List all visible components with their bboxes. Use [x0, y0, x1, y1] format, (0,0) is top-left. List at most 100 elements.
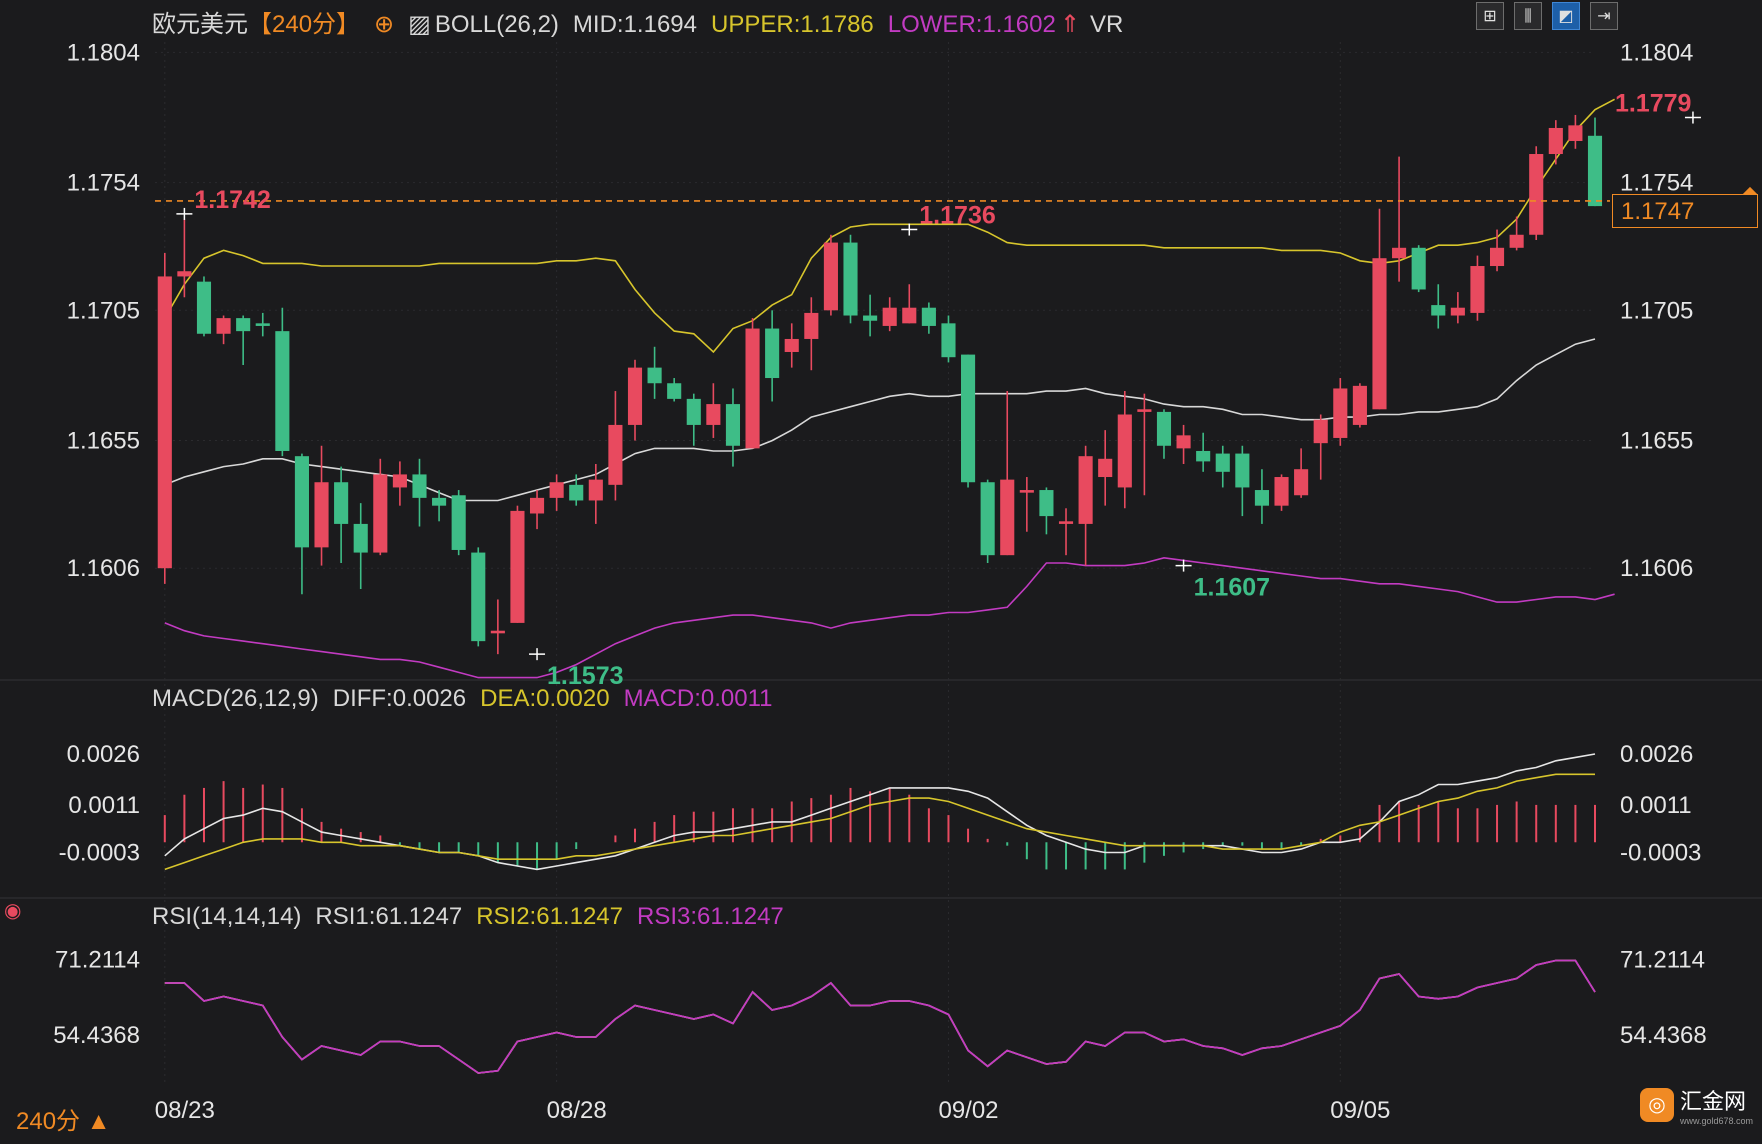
candle[interactable]	[1411, 247, 1426, 290]
macd-axis-label-left: 0.0026	[67, 741, 140, 768]
price-axis-label-right: 1.1804	[1620, 39, 1693, 66]
candle[interactable]	[1333, 388, 1348, 438]
up-arrow-icon[interactable]: ⇑	[1059, 11, 1080, 38]
candle[interactable]	[1019, 490, 1034, 493]
candle[interactable]	[1548, 127, 1563, 155]
candle[interactable]	[196, 281, 212, 334]
candle[interactable]	[314, 482, 329, 548]
candle[interactable]	[902, 307, 917, 324]
candle[interactable]	[373, 474, 388, 553]
candle[interactable]	[236, 318, 251, 332]
candle[interactable]	[490, 630, 505, 634]
candle[interactable]	[353, 523, 368, 553]
candle[interactable]	[608, 424, 623, 485]
candle[interactable]	[1039, 490, 1054, 517]
candle[interactable]	[157, 276, 172, 569]
rsi3-line	[164, 959, 1596, 1074]
candle[interactable]	[1352, 385, 1367, 425]
candle[interactable]	[1313, 419, 1328, 444]
macd-diff: DIFF:0.0026	[332, 685, 467, 712]
candle[interactable]	[392, 474, 407, 488]
period-footer[interactable]: 240分 ▲	[16, 1108, 111, 1135]
candle[interactable]	[667, 383, 682, 399]
candle[interactable]	[432, 497, 447, 506]
candle[interactable]	[804, 312, 819, 339]
draw-tool-icon[interactable]: ◩	[1552, 2, 1580, 30]
rsi-label[interactable]: RSI(14,14,14)	[152, 903, 302, 930]
candle[interactable]	[1529, 154, 1544, 235]
candle[interactable]	[765, 328, 780, 379]
candle[interactable]	[1176, 435, 1191, 449]
candle[interactable]	[1509, 234, 1524, 248]
candle[interactable]	[1196, 450, 1211, 462]
candle[interactable]	[1568, 125, 1583, 141]
watermark-url: www.gold678.com	[1680, 1116, 1754, 1126]
settings-dot-icon[interactable]: ◉	[4, 900, 22, 922]
macd-value: MACD:0.0011	[623, 685, 773, 712]
candle[interactable]	[843, 242, 858, 316]
vr-label[interactable]: VR	[1089, 11, 1124, 38]
candle[interactable]	[216, 318, 231, 334]
candle[interactable]	[529, 497, 545, 514]
chart-layout-icon[interactable]: ⫼	[1514, 2, 1542, 30]
candle[interactable]	[980, 482, 995, 556]
candle[interactable]	[961, 354, 976, 483]
plus-circle-icon[interactable]: ⊕	[374, 11, 395, 38]
candle[interactable]	[294, 456, 309, 548]
candle[interactable]	[1137, 409, 1152, 412]
boll-label[interactable]: BOLL(26,2)	[434, 11, 559, 38]
candle[interactable]	[784, 338, 799, 352]
candle[interactable]	[1117, 414, 1132, 488]
candle[interactable]	[823, 242, 838, 311]
candle[interactable]	[882, 307, 897, 326]
candle[interactable]	[686, 398, 701, 425]
candle[interactable]	[1431, 305, 1446, 316]
candle[interactable]	[941, 323, 956, 358]
candle[interactable]	[1098, 458, 1113, 478]
candle[interactable]	[1058, 521, 1074, 524]
candle[interactable]	[1156, 411, 1172, 446]
boll-lower: LOWER:1.1602	[887, 11, 1056, 38]
candle[interactable]	[1587, 135, 1603, 207]
candle[interactable]	[334, 482, 349, 524]
candle[interactable]	[725, 404, 741, 446]
chart-icon[interactable]: ▨	[408, 11, 431, 38]
candle[interactable]	[1450, 307, 1465, 316]
candle[interactable]	[255, 323, 270, 326]
fullscreen-icon[interactable]: ⇥	[1590, 2, 1618, 30]
candle[interactable]	[588, 479, 603, 501]
candle[interactable]	[1235, 453, 1250, 488]
candle[interactable]	[510, 510, 525, 623]
candle[interactable]	[1000, 479, 1015, 556]
candle[interactable]	[471, 552, 486, 642]
candle[interactable]	[569, 484, 584, 501]
crosshair-grid-icon[interactable]: ⊞	[1476, 2, 1504, 30]
candle[interactable]	[451, 495, 466, 550]
candle[interactable]	[1254, 490, 1269, 506]
boll-mid: MID:1.1694	[572, 11, 697, 38]
candle[interactable]	[921, 307, 936, 326]
candle[interactable]	[627, 367, 643, 425]
candle[interactable]	[1078, 456, 1093, 524]
candle[interactable]	[275, 331, 290, 451]
candle[interactable]	[745, 328, 760, 449]
candle[interactable]	[1392, 247, 1407, 259]
macd-label[interactable]: MACD(26,12,9)	[152, 685, 319, 712]
price-axis-label-right: 1.1705	[1620, 297, 1693, 324]
candle[interactable]	[1489, 247, 1505, 267]
candle[interactable]	[1294, 469, 1309, 496]
candle[interactable]	[647, 367, 662, 384]
candle[interactable]	[549, 482, 564, 498]
candle[interactable]	[412, 474, 427, 498]
period-tag[interactable]: 【240分】	[248, 11, 361, 38]
candle[interactable]	[863, 315, 878, 321]
candle[interactable]	[1215, 453, 1230, 472]
candle[interactable]	[1274, 477, 1289, 506]
symbol-name[interactable]: 欧元美元	[152, 11, 248, 38]
candle[interactable]	[177, 271, 192, 277]
candle[interactable]	[1470, 266, 1485, 313]
candle[interactable]	[706, 404, 721, 425]
candle[interactable]	[1372, 258, 1387, 410]
